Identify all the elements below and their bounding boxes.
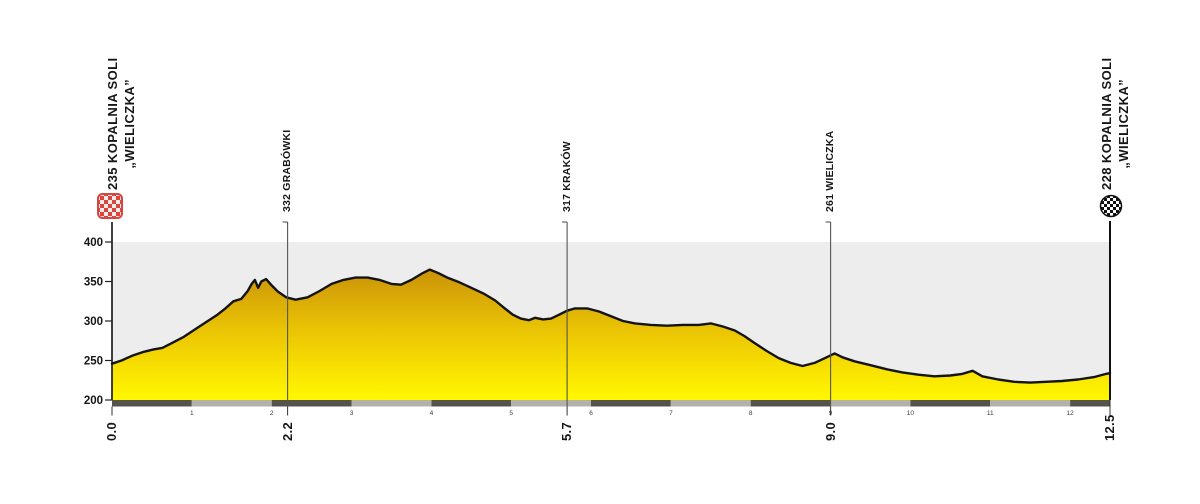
y-axis-tick-label: 250 [84,356,103,368]
y-axis-tick-label: 200 [84,395,103,407]
km-number: 3 [350,410,354,417]
km-number: 1 [190,410,194,417]
station-label-wieliczka: 261 WIELICZKA [824,130,837,212]
km-bar-segment [1070,400,1110,407]
km-bar-segment [750,400,831,407]
km-number: 10 [907,410,915,417]
km-number: 5 [509,410,513,417]
km-label-start: 0.0 [104,422,119,441]
km-bar-segment [431,400,512,407]
station-label-grabowki: 332 GRABÓWKI [281,129,294,212]
km-bar-segment [830,400,911,407]
km-number: 12 [1066,410,1074,417]
km-bar-segment [511,400,591,407]
km-number: 4 [430,410,434,417]
km-number: 7 [669,410,673,417]
km-bar-segment [351,400,432,407]
finish-flag-icon [1099,194,1123,218]
km-label-waypoint-3: 9.0 [822,422,838,441]
km-bar-segment [112,400,192,407]
km-number: 11 [987,410,994,417]
km-label-finish: 12.5 [1102,414,1117,441]
km-number: 6 [589,410,593,417]
km-bar-segment [910,400,991,407]
elevation-area [112,269,1110,400]
station-label-start: 235 KOPALNIA SOLI „WIELICZKA” [105,57,137,191]
km-number: 8 [749,410,753,417]
km-bar-segment [670,400,751,407]
elevation-line [110,268,1112,384]
km-bar-segment [191,400,272,407]
y-axis-tick-label: 300 [84,316,103,328]
km-number: 2 [270,410,274,417]
start-flag-icon [97,193,123,219]
km-bar-segment [271,400,352,407]
km-label-waypoint-2: 5.7 [559,422,575,441]
y-axis-tick-label: 350 [84,277,103,289]
km-label-waypoint-1: 2.2 [279,422,295,441]
km-bar-segment [591,400,671,407]
station-label-finish: 228 KOPALNIA SOLI „WIELICZKA” [1099,57,1131,191]
y-axis-tick-label: 400 [84,237,103,249]
km-bar-segment [990,400,1070,407]
station-label-krakow: 317 KRAKÓW [560,141,573,212]
